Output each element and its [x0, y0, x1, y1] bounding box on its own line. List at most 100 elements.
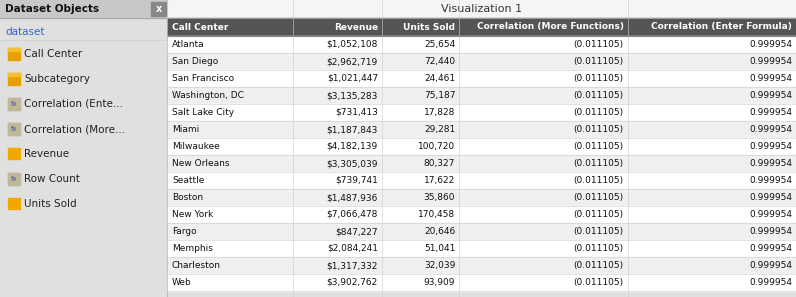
- Text: Correlation (Ente...: Correlation (Ente...: [24, 99, 123, 109]
- Text: San Francisco: San Francisco: [172, 74, 234, 83]
- Text: 29,281: 29,281: [424, 125, 455, 134]
- Bar: [293, 155, 382, 172]
- Text: 0.999954: 0.999954: [749, 74, 792, 83]
- Text: Washington, DC: Washington, DC: [172, 91, 244, 100]
- Text: Correlation (More...: Correlation (More...: [24, 124, 125, 134]
- Bar: [459, 274, 627, 291]
- Bar: [293, 70, 382, 87]
- Text: (0.011105): (0.011105): [573, 159, 623, 168]
- Text: 170,458: 170,458: [418, 210, 455, 219]
- Bar: [168, 70, 293, 87]
- Bar: [8, 123, 20, 135]
- Bar: [168, 206, 293, 223]
- Bar: [168, 223, 293, 240]
- Text: $2,084,241: $2,084,241: [327, 244, 378, 253]
- Bar: [293, 87, 382, 104]
- Bar: [627, 138, 796, 155]
- Bar: [8, 98, 20, 110]
- Bar: [293, 138, 382, 155]
- Text: Dataset Objects: Dataset Objects: [5, 4, 99, 14]
- Text: 20,646: 20,646: [424, 227, 455, 236]
- Text: $847,227: $847,227: [335, 227, 378, 236]
- Bar: [8, 148, 20, 151]
- Bar: [8, 123, 20, 135]
- Bar: [627, 70, 796, 87]
- Text: 35,860: 35,860: [423, 193, 455, 202]
- Text: fx: fx: [10, 176, 18, 182]
- Text: Visualization 1: Visualization 1: [442, 4, 522, 14]
- Text: 25,654: 25,654: [424, 40, 455, 49]
- Bar: [8, 173, 20, 185]
- Text: Web: Web: [172, 278, 192, 287]
- Text: (0.011105): (0.011105): [573, 40, 623, 49]
- Bar: [8, 48, 20, 51]
- Text: 0.999954: 0.999954: [749, 278, 792, 287]
- Bar: [293, 240, 382, 257]
- Bar: [168, 155, 293, 172]
- Bar: [293, 223, 382, 240]
- Bar: [168, 172, 293, 189]
- Text: x: x: [155, 4, 162, 14]
- Bar: [293, 206, 382, 223]
- Text: Call Center: Call Center: [172, 23, 228, 31]
- Text: $1,052,108: $1,052,108: [326, 40, 378, 49]
- Bar: [168, 121, 293, 138]
- Text: $731,413: $731,413: [335, 108, 378, 117]
- Text: 32,039: 32,039: [424, 261, 455, 270]
- Bar: [168, 0, 796, 18]
- Bar: [382, 18, 459, 36]
- Bar: [168, 138, 293, 155]
- Bar: [168, 36, 293, 53]
- Bar: [627, 274, 796, 291]
- Text: New Orleans: New Orleans: [172, 159, 229, 168]
- Text: $7,066,478: $7,066,478: [326, 210, 378, 219]
- Bar: [168, 53, 293, 70]
- Bar: [382, 87, 459, 104]
- Text: 0.999954: 0.999954: [749, 210, 792, 219]
- Text: 0.999954: 0.999954: [749, 91, 792, 100]
- Text: (0.011105): (0.011105): [573, 227, 623, 236]
- Text: 51,041: 51,041: [424, 244, 455, 253]
- Text: 93,909: 93,909: [423, 278, 455, 287]
- Bar: [8, 202, 20, 205]
- Text: (0.011105): (0.011105): [573, 278, 623, 287]
- Text: (0.011105): (0.011105): [573, 91, 623, 100]
- Bar: [168, 257, 293, 274]
- Text: (0.011105): (0.011105): [573, 142, 623, 151]
- Bar: [168, 240, 293, 257]
- Text: 0.999954: 0.999954: [749, 176, 792, 185]
- Text: Fargo: Fargo: [172, 227, 197, 236]
- Text: $1,487,936: $1,487,936: [326, 193, 378, 202]
- Text: Correlation (Enter Formula): Correlation (Enter Formula): [651, 23, 792, 31]
- Bar: [382, 121, 459, 138]
- Bar: [627, 53, 796, 70]
- Text: (0.011105): (0.011105): [573, 193, 623, 202]
- Bar: [627, 240, 796, 257]
- Text: 0.999954: 0.999954: [749, 57, 792, 66]
- Text: 80,327: 80,327: [424, 159, 455, 168]
- Text: 0.999954: 0.999954: [749, 108, 792, 117]
- Bar: [627, 87, 796, 104]
- Bar: [459, 189, 627, 206]
- Bar: [459, 121, 627, 138]
- Bar: [8, 173, 20, 185]
- Text: Memphis: Memphis: [172, 244, 213, 253]
- Bar: [382, 155, 459, 172]
- Bar: [168, 274, 293, 291]
- Text: $2,962,719: $2,962,719: [326, 57, 378, 66]
- Bar: [168, 87, 293, 104]
- Bar: [627, 189, 796, 206]
- Bar: [8, 73, 20, 85]
- Text: dataset: dataset: [5, 27, 45, 37]
- Text: New York: New York: [172, 210, 213, 219]
- Bar: [8, 206, 20, 209]
- Bar: [627, 257, 796, 274]
- Text: $3,135,283: $3,135,283: [326, 91, 378, 100]
- Bar: [459, 240, 627, 257]
- Text: Charleston: Charleston: [172, 261, 221, 270]
- Bar: [459, 36, 627, 53]
- Bar: [459, 138, 627, 155]
- Text: $3,305,039: $3,305,039: [326, 159, 378, 168]
- Bar: [8, 48, 20, 60]
- Text: (0.011105): (0.011105): [573, 261, 623, 270]
